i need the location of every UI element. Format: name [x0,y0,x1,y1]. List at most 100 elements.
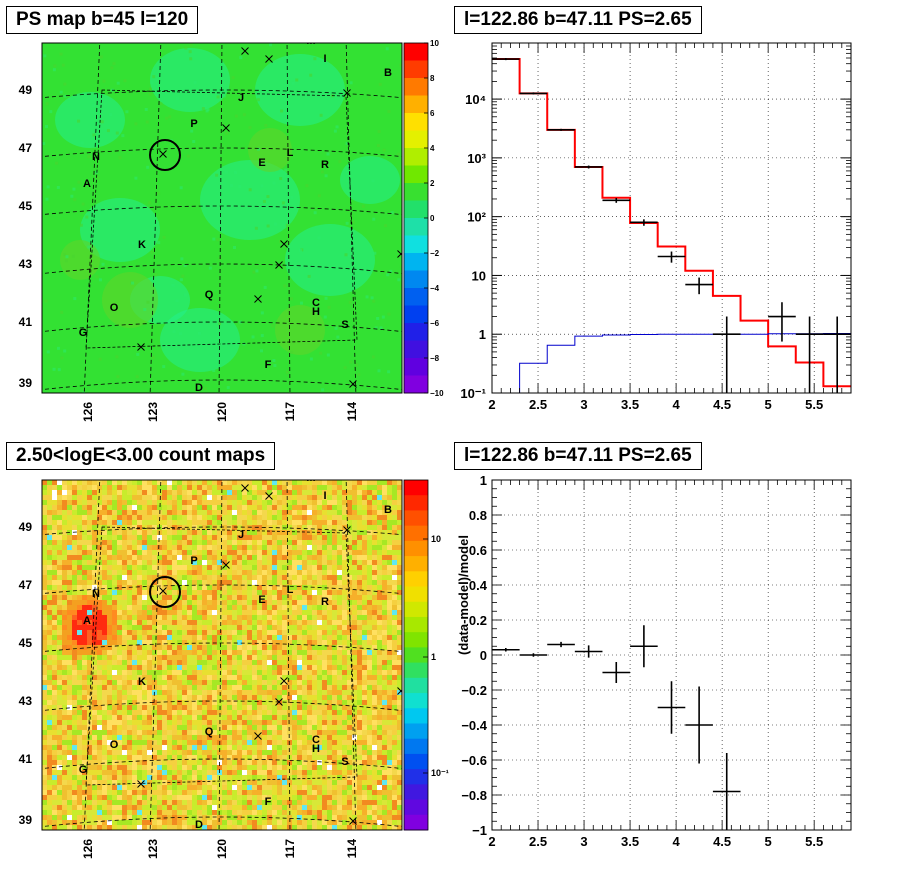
cmap-pixel [42,535,47,540]
cmap-pixel [152,495,157,500]
cmap-pixel [372,605,377,610]
cmap-pixel [82,670,87,675]
cmap-pixel [202,565,207,570]
cmap-pixel [232,740,237,745]
cmap-pixel [142,725,147,730]
cmap-pixel [82,570,87,575]
cmap-pixel [182,750,187,755]
cmap-pixel [117,560,122,565]
cmap-pixel [57,515,62,520]
cmap-pixel [52,495,57,500]
cmap-pixel [182,620,187,625]
cmap-pixel [387,700,392,705]
cmap-pixel [247,510,252,515]
cmap-pixel [282,575,287,580]
cmap-pixel [162,695,167,700]
cmap-pixel [147,765,152,770]
cmap-pixel [192,545,197,550]
cmap-pixel [352,485,357,490]
cmap-pixel [107,660,112,665]
cmap-pixel [292,555,297,560]
cmap-pixel [187,710,192,715]
cmap-pixel [272,510,277,515]
cmap-pixel [132,760,137,765]
cmap-pixel [177,480,182,485]
cmap-pixel [232,760,237,765]
cmap-pixel [107,690,112,695]
cmap-pixel [102,580,107,585]
cmap-pixel [212,535,217,540]
cmap-pixel [282,665,287,670]
cmap-pixel [152,775,157,780]
cmap-pixel [62,515,67,520]
cmap-pixel [372,755,377,760]
cmap-pixel [337,585,342,590]
cmap-pixel [262,735,267,740]
cmap-pixel [122,685,127,690]
cmap-pixel [212,745,217,750]
cmap-pixel [242,555,247,560]
cmap-pixel [342,720,347,725]
cmap-pixel [307,670,312,675]
cmap-pixel [272,655,277,660]
cmap-pixel [77,630,82,635]
cmap-pixel [277,590,282,595]
cmap-pixel [47,690,52,695]
cmap-pixel [347,580,352,585]
cmap-pixel [337,750,342,755]
cmap-pixel [102,700,107,705]
cmap-pixel [257,685,262,690]
cmap-pixel [157,645,162,650]
cmap-pixel [317,760,322,765]
cmap-pixel [352,545,357,550]
cmap-pixel [47,665,52,670]
cmap-pixel [152,560,157,565]
cmap-pixel [187,590,192,595]
cmap-pixel [322,745,327,750]
cmap-pixel [82,725,87,730]
cmap-pixel [42,510,47,515]
cmap-pixel [192,750,197,755]
cmap-pixel [102,730,107,735]
cmap-pixel [207,685,212,690]
cmap-pixel [222,550,227,555]
cmap-pixel [397,730,402,735]
cmap-pixel [67,625,72,630]
cmap-pixel [312,685,317,690]
cmap-pixel [187,745,192,750]
cmap-pixel [192,715,197,720]
cmap-pixel [337,770,342,775]
cmap-pixel [202,560,207,565]
cmap-pixel [117,725,122,730]
cmap-pixel [87,775,92,780]
cmap-pixel [247,650,252,655]
cmap-pixel [67,540,72,545]
cmap-pixel [242,710,247,715]
cmap-pixel [177,770,182,775]
psmap-pixel [269,43,272,46]
cmap-pixel [252,640,257,645]
cmap-pixel [372,760,377,765]
cmap-pixel [122,575,127,580]
psmap-source-label-F: F [265,359,272,371]
cmap-pixel [307,615,312,620]
cmap-pixel [327,670,332,675]
cmap-pixel [237,640,242,645]
cmap-pixel [232,770,237,775]
cmap-pixel [397,710,402,715]
cmap-pixel [232,765,237,770]
cmap-pixel [332,545,337,550]
cmap-pixel [277,620,282,625]
cmap-pixel [122,705,127,710]
psmap-colorbar-cell [404,288,428,306]
cmap-pixel [187,670,192,675]
cmap-pixel [322,685,327,690]
cmap-pixel [392,510,397,515]
cmap-pixel [47,775,52,780]
cmap-pixel [42,635,47,640]
psmap-pixel [62,64,65,67]
cmap-pixel [372,625,377,630]
cmap-pixel [182,770,187,775]
cmap-pixel [142,535,147,540]
cmap-pixel [102,690,107,695]
